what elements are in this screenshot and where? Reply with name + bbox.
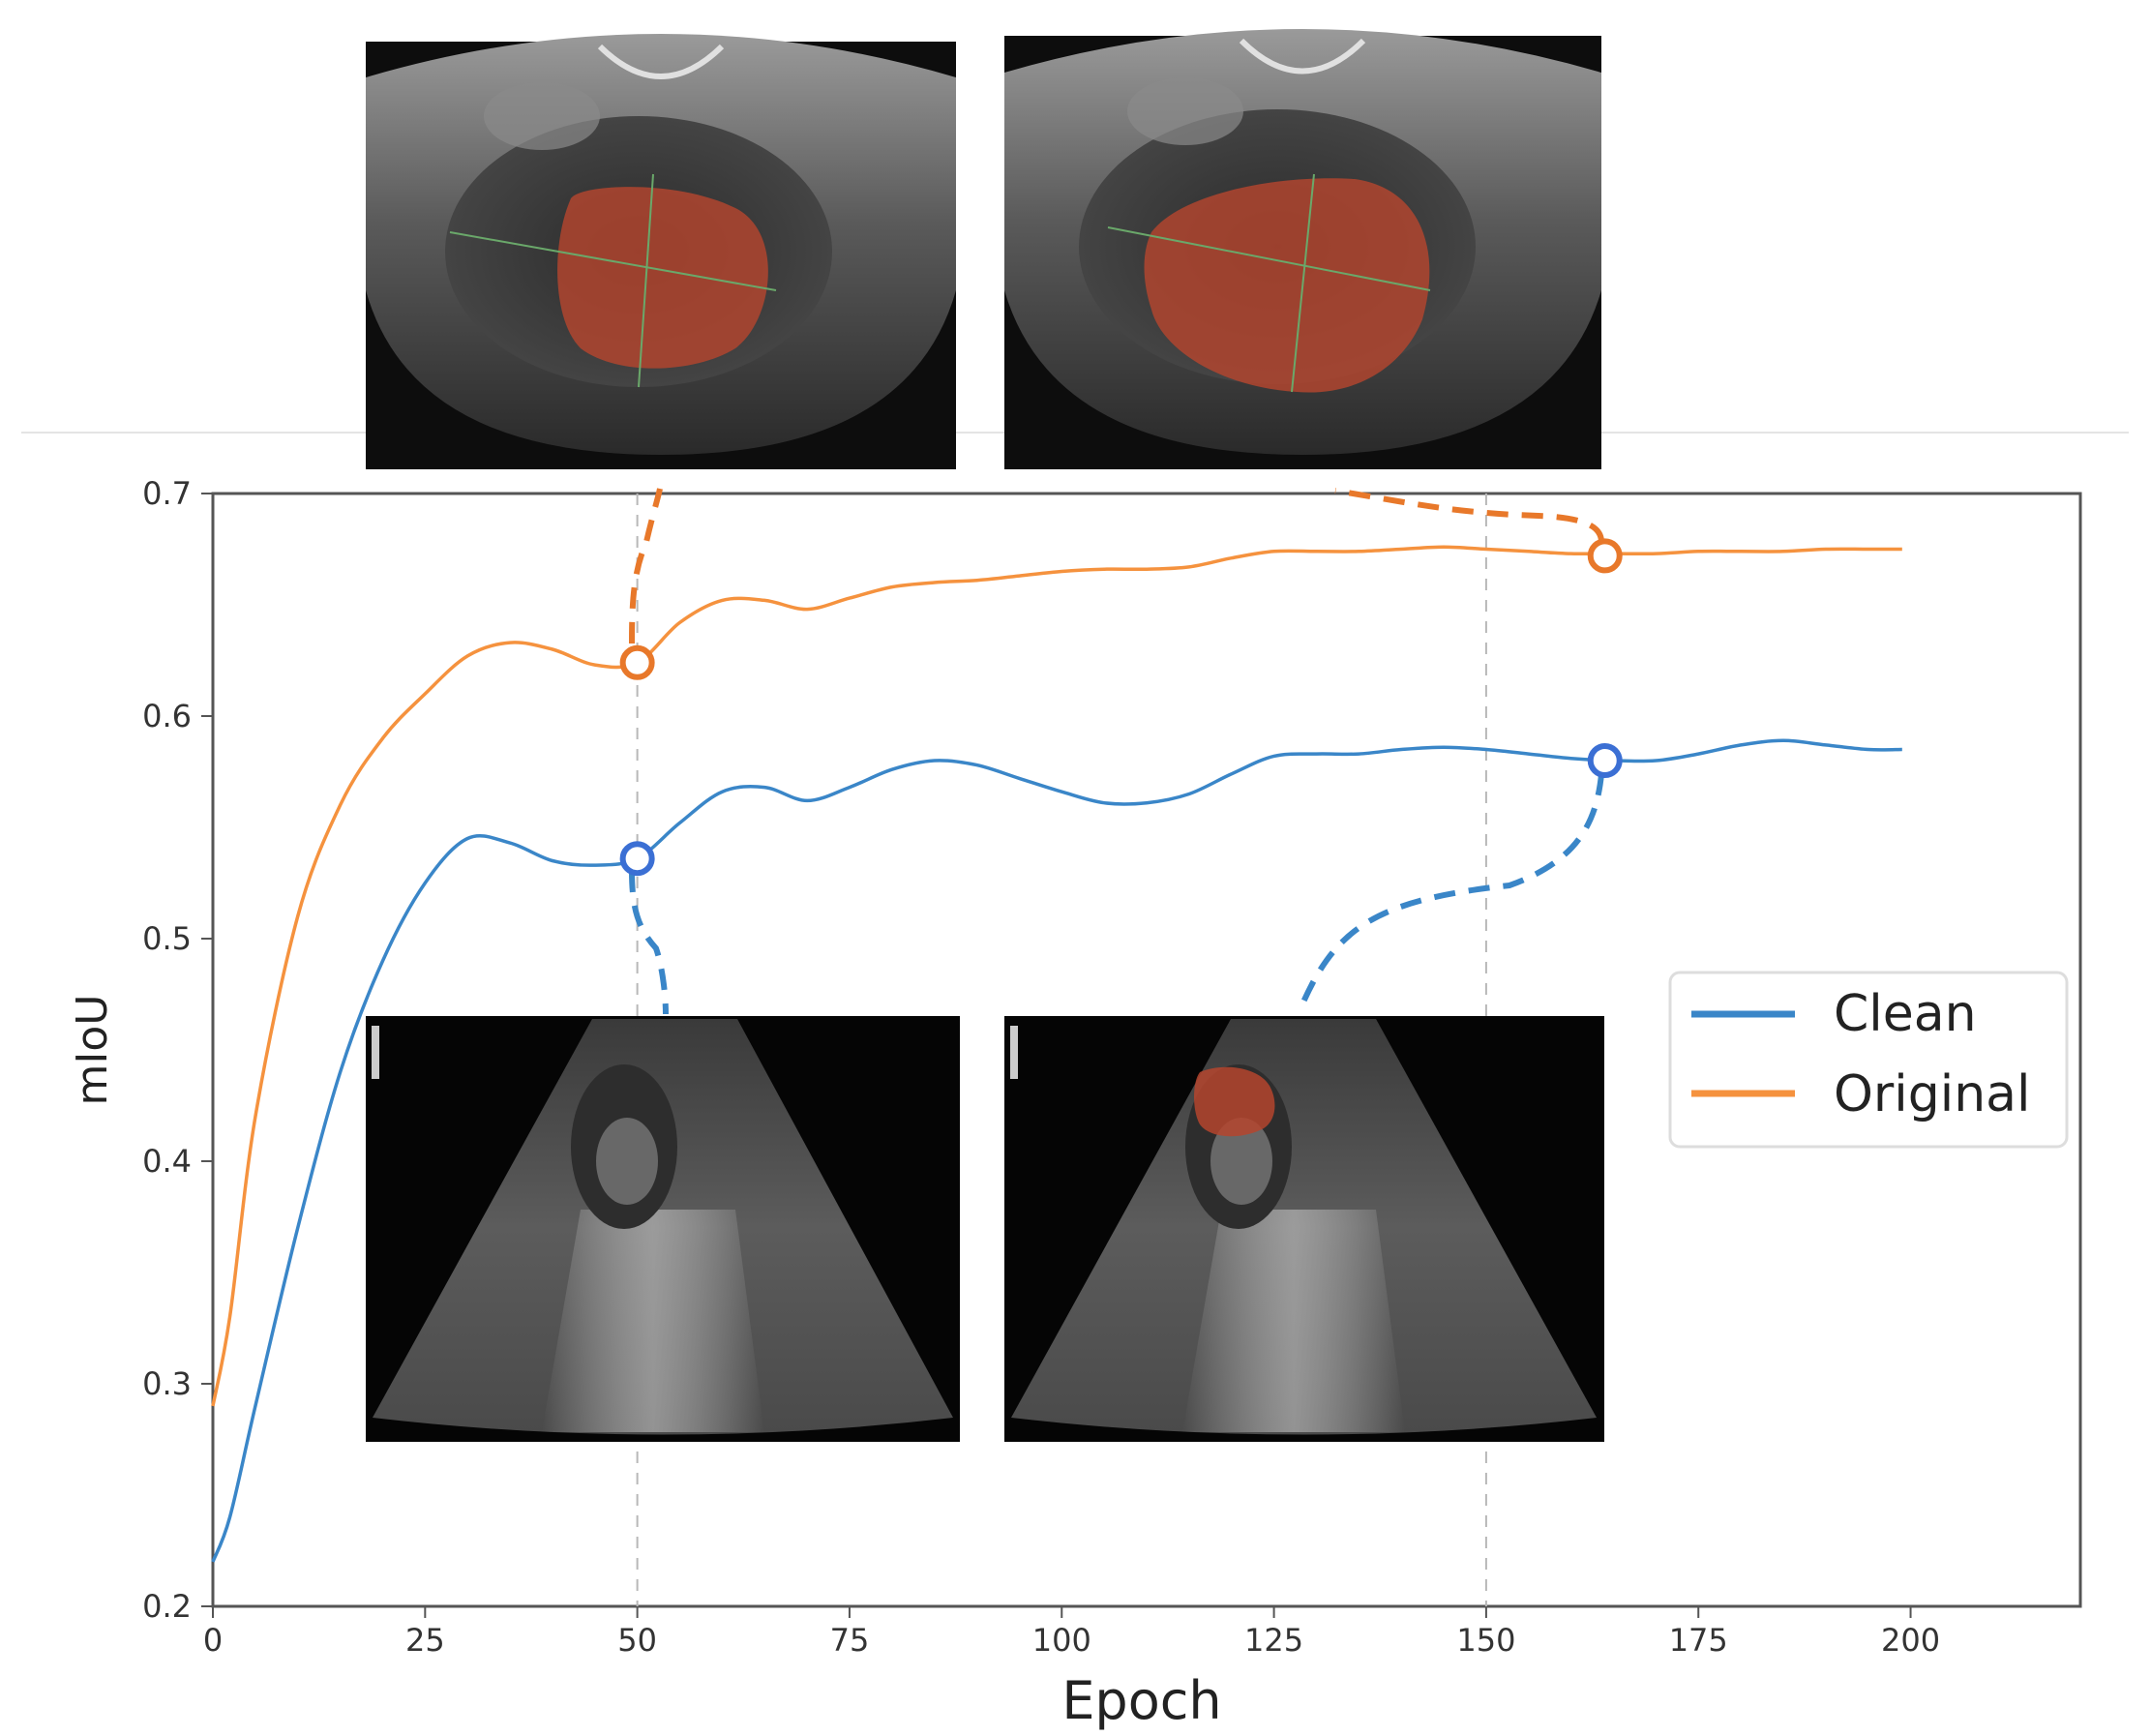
x-tick-label: 200 <box>1881 1622 1940 1659</box>
bright-tissue <box>1127 77 1243 145</box>
connector-clean-epoch50 <box>629 870 669 1015</box>
x-axis-label: Epoch <box>1061 1670 1221 1731</box>
highlight-point-clean <box>1587 743 1623 778</box>
segmentation-mask <box>557 187 768 369</box>
x-tick-label: 175 <box>1669 1622 1728 1659</box>
connector-clean-epoch164 <box>1299 773 1604 1008</box>
x-tick-label: 25 <box>405 1622 445 1659</box>
lesion-core <box>1210 1118 1272 1205</box>
legend-label-clean: Clean <box>1834 985 1977 1043</box>
scale-bar <box>372 1026 379 1079</box>
inset-clean-epoch50 <box>366 1016 960 1442</box>
y-tick-label: 0.2 <box>142 1588 192 1625</box>
inset-original-epoch164 <box>1004 29 1601 469</box>
x-tick-label: 150 <box>1456 1622 1515 1659</box>
legend: Clean Original <box>1668 971 2069 1149</box>
bright-band <box>1182 1210 1405 1432</box>
highlight-point-clean <box>619 841 655 877</box>
legend-label-original: Original <box>1834 1065 2030 1123</box>
bright-band <box>542 1210 764 1432</box>
y-axis-ticks: 0.2 0.3 0.4 0.5 0.6 0.7 <box>142 475 213 1625</box>
y-tick-label: 0.4 <box>142 1143 192 1180</box>
probe-arc <box>1239 38 1366 75</box>
measure-line-h <box>1107 226 1431 291</box>
highlight-points <box>619 538 1623 877</box>
x-tick-label: 125 <box>1244 1622 1303 1659</box>
inset-clean-epoch164 <box>1004 1016 1604 1442</box>
connector-original-epoch164 <box>1334 488 1604 543</box>
measure-line-v <box>638 173 654 388</box>
measure-line-h <box>449 231 777 291</box>
segmentation-mask <box>1194 1066 1275 1137</box>
y-tick-label: 0.6 <box>142 698 192 734</box>
inset-original-epoch50 <box>366 34 956 469</box>
scale-bar <box>1010 1026 1018 1079</box>
axes-frame <box>211 492 2082 1608</box>
segmentation-mask <box>1144 178 1430 393</box>
y-tick-label: 0.7 <box>142 475 192 512</box>
y-tick-label: 0.5 <box>142 920 192 957</box>
x-tick-label: 100 <box>1032 1622 1091 1659</box>
highlight-point-original <box>619 644 655 680</box>
connector-original-epoch50 <box>629 488 663 644</box>
highlight-point-original <box>1587 538 1623 574</box>
x-tick-label: 50 <box>617 1622 657 1659</box>
connectors <box>629 488 1604 1015</box>
bright-tissue <box>484 82 600 150</box>
lesion-core <box>596 1118 658 1205</box>
x-tick-label: 75 <box>830 1622 870 1659</box>
y-axis-label: mIoU <box>68 995 117 1106</box>
x-axis-ticks: 0 25 50 75 100 125 150 175 200 <box>203 1606 1940 1659</box>
measure-line-v <box>1291 173 1315 393</box>
y-tick-label: 0.3 <box>142 1365 192 1402</box>
probe-arc <box>597 44 725 79</box>
x-tick-label: 0 <box>203 1622 223 1659</box>
